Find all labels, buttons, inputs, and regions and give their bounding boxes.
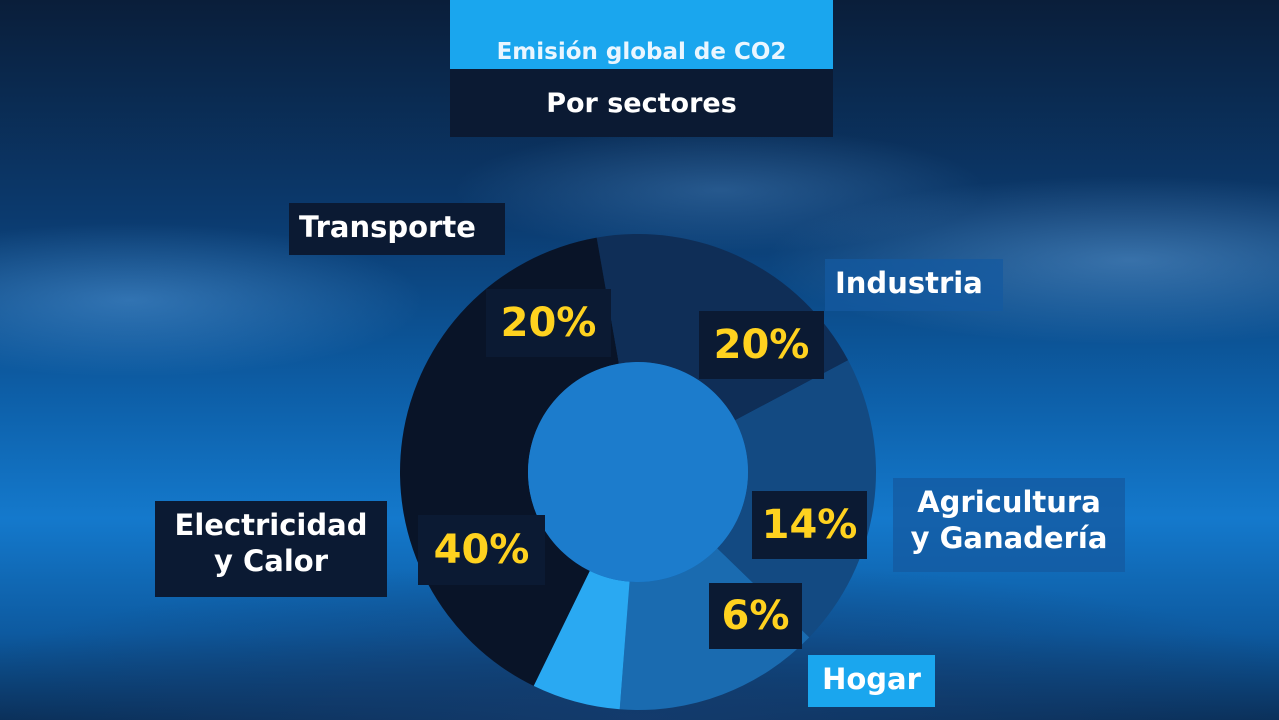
category-label-agricultura-line2: y Ganadería [910, 521, 1108, 556]
value-label-agricultura: 14% [752, 491, 867, 559]
category-label-transporte: Transporte [289, 203, 505, 255]
category-label-industria: Industria [825, 259, 1003, 311]
category-label-electricidad: Electricidad y Calor [155, 501, 387, 597]
donut-hole [528, 362, 748, 582]
value-label-hogar: 6% [709, 583, 802, 649]
chart-subtitle: Por sectores [450, 69, 833, 137]
value-label-transporte: 20% [486, 289, 611, 357]
chart-title: Emisión global de CO2 [450, 0, 833, 69]
category-label-hogar: Hogar [808, 655, 935, 707]
category-label-agricultura-line1: Agricultura [917, 485, 1101, 519]
slice-hogar [533, 570, 630, 710]
value-label-electricidad: 40% [418, 515, 545, 585]
category-label-electricidad-line2: y Calor [213, 544, 329, 579]
category-label-electricidad-line1: Electricidad [174, 508, 368, 542]
category-label-agricultura: Agricultura y Ganadería [893, 478, 1125, 572]
value-label-industria: 20% [699, 311, 824, 379]
